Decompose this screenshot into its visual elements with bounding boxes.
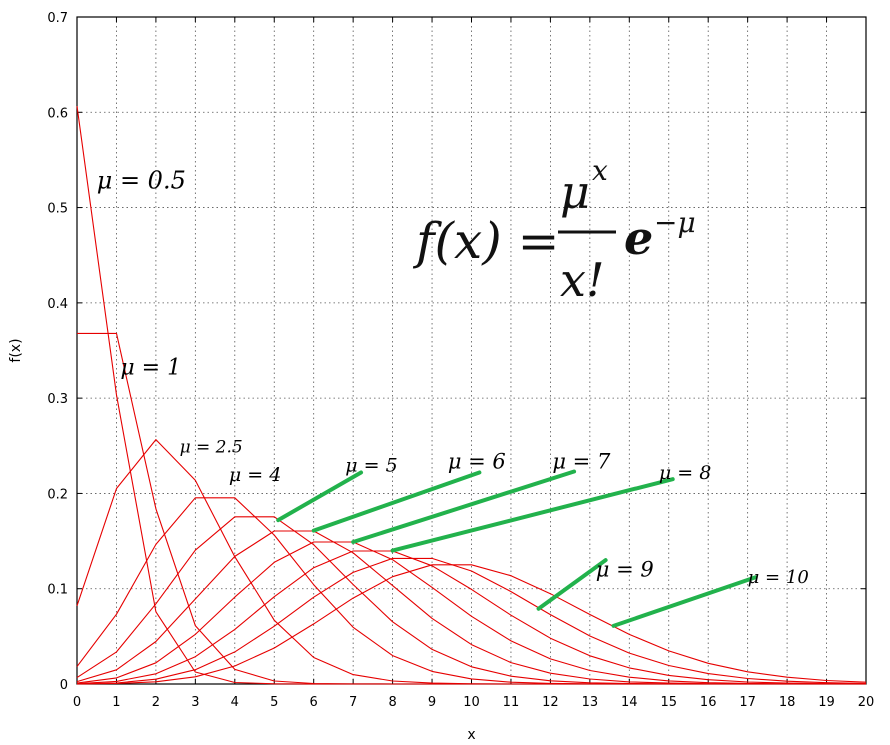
x-tick-label: 6 [310, 695, 318, 710]
formula-exp-exponent: −μ [654, 206, 696, 239]
x-tick-label: 14 [621, 695, 638, 710]
series-label-5: μ = 6 [448, 450, 506, 474]
x-tick-label: 11 [503, 695, 520, 710]
series-line-5 [76, 530, 866, 685]
series-label-7: μ = 8 [659, 462, 711, 484]
x-tick-label: 17 [739, 695, 756, 710]
formula-lhs: f(x) = [412, 212, 560, 270]
series-label-3: μ = 4 [229, 464, 281, 486]
y-tick-label: 0.4 [47, 297, 68, 312]
series-line-7 [76, 550, 867, 685]
x-axis-label: x [467, 727, 475, 743]
x-tick-label: 20 [858, 695, 875, 710]
leader-line-8 [536, 558, 608, 611]
y-tick-label: 0.1 [47, 583, 68, 598]
formula-exp-base: e [624, 211, 653, 265]
y-tick-label: 0.2 [47, 487, 68, 502]
series-label-4: μ = 5 [345, 455, 397, 477]
x-tick-label: 1 [112, 695, 120, 710]
x-tick-label: 3 [191, 695, 199, 710]
formula-numerator-exponent: x [592, 154, 608, 187]
x-tick-label: 0 [73, 695, 81, 710]
y-tick-label: 0 [60, 678, 68, 693]
series-label-1: μ = 1 [120, 355, 181, 380]
series-lines [76, 106, 867, 685]
leader-line-7 [390, 477, 675, 553]
formula: f(x) = μ x x! e −μ [412, 154, 696, 307]
x-tick-label: 9 [428, 695, 436, 710]
x-tick-label: 12 [542, 695, 559, 710]
series-line-6 [76, 541, 867, 685]
series-label-9: μ = 10 [748, 567, 809, 588]
series-line-9 [76, 564, 867, 685]
x-tick-label: 8 [388, 695, 396, 710]
formula-denominator: x! [560, 253, 604, 307]
series-label-8: μ = 9 [596, 557, 654, 581]
x-tick-label: 13 [582, 695, 599, 710]
y-tick-label: 0.6 [47, 106, 68, 121]
series-labels: μ = 0.5 μ = 1 μ = 2.5 μ = 4 μ = 5 μ = 6 μ = 7 μ… [97, 167, 809, 588]
y-tick-label: 0.5 [47, 202, 68, 217]
y-axis-label: f(x) [8, 338, 24, 362]
x-tick-label: 18 [779, 695, 796, 710]
leader-line-5 [311, 470, 482, 533]
series-line-4 [76, 516, 866, 685]
leader-line-6 [351, 469, 577, 545]
x-tick-label: 10 [463, 695, 480, 710]
leader-lines [276, 469, 758, 628]
x-tick-label: 19 [818, 695, 835, 710]
series-line-8 [76, 557, 867, 685]
leader-line-4 [276, 470, 364, 523]
x-tick-label: 5 [270, 695, 278, 710]
series-label-2: μ = 2.5 [180, 437, 243, 457]
y-tick-label: 0.3 [47, 392, 68, 407]
x-tick-label: 7 [349, 695, 357, 710]
y-tick-label: 0.7 [47, 11, 68, 26]
x-tick-label: 4 [231, 695, 239, 710]
x-tick-label: 15 [660, 695, 677, 710]
series-label-0: μ = 0.5 [97, 167, 186, 195]
x-tick-label: 2 [152, 695, 160, 710]
x-tick-label: 16 [700, 695, 717, 710]
grid [77, 17, 866, 684]
leader-line-9 [611, 575, 758, 628]
formula-numerator: μ [560, 165, 590, 219]
series-label-6: μ = 7 [552, 450, 611, 474]
